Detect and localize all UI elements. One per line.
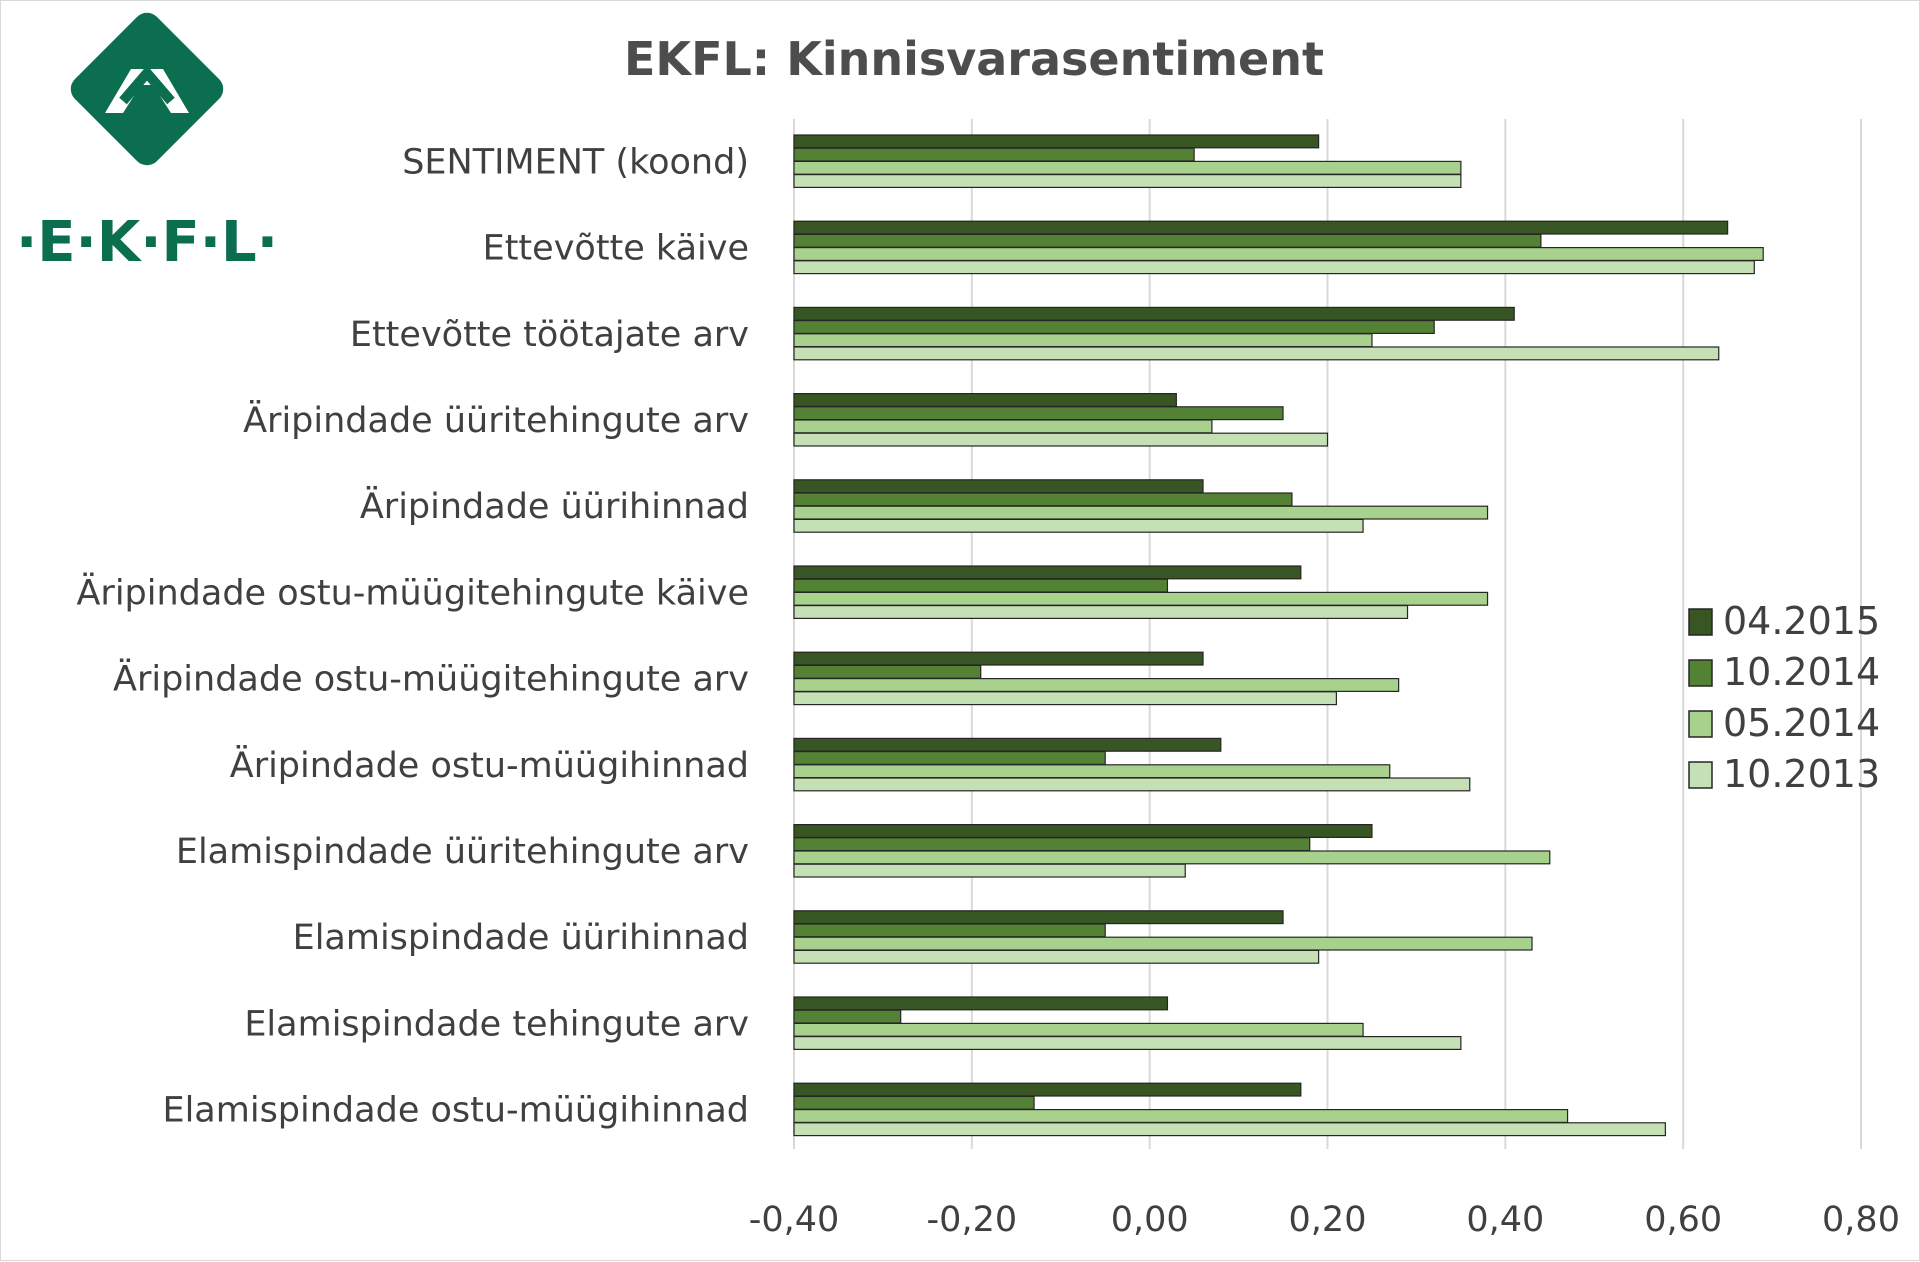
grid xyxy=(793,119,1862,1149)
category-label: Äripindade ostu-müügitehingute käive xyxy=(76,571,749,613)
bar-10-2013 xyxy=(793,1122,1666,1137)
bar-10-2014 xyxy=(793,750,1106,765)
bar-10-2013 xyxy=(793,949,1320,964)
category-label: SENTIMENT (koond) xyxy=(402,142,749,182)
bar-10-2013 xyxy=(793,518,1364,533)
bar-10-2013 xyxy=(793,260,1755,275)
x-tick-label: 0,60 xyxy=(1644,1200,1722,1240)
category-label: Ettevõtte käive xyxy=(483,229,749,269)
category-label: Ettevõtte töötajate arv xyxy=(350,315,749,355)
bar-10-2013 xyxy=(793,432,1329,447)
ekfl-logo: ·E·K·F·L· xyxy=(16,12,278,275)
logo-text: ·E·K·F·L· xyxy=(16,210,278,275)
bar-04-2015 xyxy=(793,393,1177,408)
x-tick-labels: -0,40 -0,20 0,00 0,20 0,40 0,60 0,80 xyxy=(749,1200,1900,1240)
x-tick-label: -0,40 xyxy=(749,1200,840,1240)
legend-swatch xyxy=(1688,659,1713,687)
legend-label: 10.2014 xyxy=(1723,650,1880,694)
category-label: Elamispindade üüritehingute arv xyxy=(176,832,749,872)
bar-05-2014 xyxy=(793,936,1533,951)
x-tick-label: 0,20 xyxy=(1289,1200,1367,1240)
bar-05-2014 xyxy=(793,764,1391,779)
bar-10-2014 xyxy=(793,837,1311,852)
bar-05-2014 xyxy=(793,850,1551,865)
bar-04-2015 xyxy=(793,220,1729,235)
legend-label: 10.2013 xyxy=(1723,752,1880,796)
bar-10-2013 xyxy=(793,1035,1462,1050)
bar-10-2013 xyxy=(793,777,1471,792)
bar-04-2015 xyxy=(793,910,1284,925)
bar-05-2014 xyxy=(793,505,1489,520)
bar-04-2015 xyxy=(793,737,1222,752)
x-tick-label: -0,20 xyxy=(927,1200,1018,1240)
bar-05-2014 xyxy=(793,333,1373,348)
bar-10-2014 xyxy=(793,578,1169,593)
bar-05-2014 xyxy=(793,160,1462,175)
legend-swatch xyxy=(1688,608,1713,636)
bar-05-2014 xyxy=(793,591,1489,606)
category-label: Elamispindade üürihinnad xyxy=(293,918,749,958)
category-label: Äripindade ostu-müügitehingute arv xyxy=(113,658,749,700)
bar-04-2015 xyxy=(793,996,1169,1011)
legend: 04.2015 10.2014 05.2014 10.2013 xyxy=(1688,599,1880,796)
bar-04-2015 xyxy=(793,565,1302,580)
bar-10-2014 xyxy=(793,664,982,679)
bar-10-2014 xyxy=(793,492,1293,507)
x-tick-label: 0,80 xyxy=(1822,1200,1900,1240)
bar-04-2015 xyxy=(793,479,1204,494)
bar-04-2015 xyxy=(793,1082,1302,1097)
bar-10-2013 xyxy=(793,346,1720,361)
bar-10-2014 xyxy=(793,1009,902,1024)
legend-label: 04.2015 xyxy=(1723,599,1880,643)
bar-10-2014 xyxy=(793,923,1106,938)
bar-10-2013 xyxy=(793,691,1337,706)
category-label: Äripindade üüritehingute arv xyxy=(243,399,749,441)
bar-10-2014 xyxy=(793,147,1195,162)
bars xyxy=(793,134,1764,1137)
bar-10-2014 xyxy=(793,233,1542,248)
bar-04-2015 xyxy=(793,651,1204,666)
category-label: Äripindade üürihinnad xyxy=(360,485,749,527)
category-label: Elamispindade tehingute arv xyxy=(244,1004,749,1044)
x-tick-label: 0,40 xyxy=(1466,1200,1544,1240)
bar-04-2015 xyxy=(793,134,1320,149)
bar-10-2013 xyxy=(793,174,1462,189)
legend-swatch xyxy=(1688,710,1713,738)
chart-title: EKFL: Kinnisvarasentiment xyxy=(624,32,1324,86)
bar-10-2013 xyxy=(793,604,1409,619)
category-label: Elamispindade ostu-müügihinnad xyxy=(162,1091,749,1131)
bar-04-2015 xyxy=(793,823,1373,838)
legend-swatch xyxy=(1688,761,1713,789)
legend-label: 05.2014 xyxy=(1723,701,1880,745)
bar-04-2015 xyxy=(793,306,1515,321)
bar-05-2014 xyxy=(793,247,1764,262)
x-tick-label: 0,00 xyxy=(1111,1200,1189,1240)
category-label: Äripindade ostu-müügihinnad xyxy=(230,744,749,786)
category-labels: SENTIMENT (koond) Ettevõtte käive Ettevõtt… xyxy=(76,142,749,1130)
bar-05-2014 xyxy=(793,677,1400,692)
bar-05-2014 xyxy=(793,419,1213,434)
bar-10-2014 xyxy=(793,1095,1035,1110)
bar-10-2013 xyxy=(793,863,1186,878)
bar-05-2014 xyxy=(793,1022,1364,1037)
bar-05-2014 xyxy=(793,1108,1569,1123)
logo-emblem-icon xyxy=(70,12,224,166)
bar-10-2014 xyxy=(793,406,1284,421)
bar-10-2014 xyxy=(793,320,1435,335)
